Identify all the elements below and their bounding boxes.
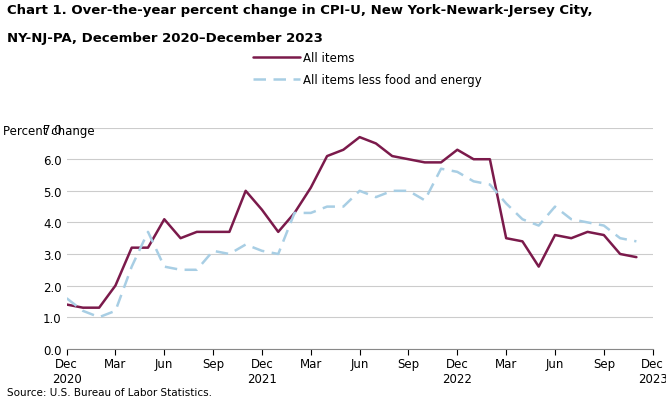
All items [633,255,641,260]
All items [551,233,559,238]
All items less food and energy [583,221,591,225]
All items [535,265,543,269]
All items [356,136,364,140]
All items less food and energy [144,230,152,235]
All items [583,230,591,235]
All items [274,230,282,235]
All items [600,233,608,238]
All items less food and energy [161,265,168,269]
All items less food and energy [274,252,282,257]
All items less food and energy [421,198,429,203]
All items less food and energy [111,309,119,314]
Text: All items less food and energy: All items less food and energy [303,74,482,87]
All items [111,284,119,288]
All items less food and energy [209,249,217,253]
All items less food and energy [258,249,266,253]
All items less food and energy [372,195,380,200]
Line: All items less food and energy: All items less food and energy [67,169,637,317]
All items less food and energy [307,211,315,216]
All items less food and energy [518,217,526,222]
Text: All items: All items [303,52,354,65]
All items [567,236,575,241]
All items [616,252,624,257]
All items less food and energy [225,252,233,257]
All items less food and energy [340,205,348,209]
All items less food and energy [290,211,298,216]
All items [421,160,429,165]
All items less food and energy [616,236,624,241]
All items [242,189,250,194]
All items [340,148,348,153]
All items less food and energy [242,243,250,247]
All items [437,160,445,165]
All items less food and energy [502,202,510,207]
All items less food and energy [79,309,87,314]
All items [502,236,510,241]
All items [144,246,152,251]
All items [372,142,380,146]
All items less food and energy [323,205,331,209]
All items [63,302,71,307]
All items [404,158,412,162]
All items less food and energy [95,315,103,320]
All items [225,230,233,235]
All items [388,154,396,159]
All items less food and energy [388,189,396,194]
All items less food and energy [633,239,641,244]
All items [176,236,184,241]
All items [209,230,217,235]
All items [290,211,298,216]
All items [95,306,103,310]
Text: Chart 1. Over-the-year percent change in CPI-U, New York-Newark-Jersey City,: Chart 1. Over-the-year percent change in… [7,4,592,17]
All items less food and energy [128,265,136,269]
All items less food and energy [567,217,575,222]
All items less food and energy [535,224,543,229]
All items [470,158,478,162]
Text: Source: U.S. Bureau of Labor Statistics.: Source: U.S. Bureau of Labor Statistics. [7,387,212,397]
All items less food and energy [437,167,445,172]
All items [323,154,331,159]
All items less food and energy [454,170,462,175]
All items less food and energy [356,189,364,194]
All items [454,148,462,153]
Text: NY-NJ-PA, December 2020–December 2023: NY-NJ-PA, December 2020–December 2023 [7,32,322,45]
All items [518,239,526,244]
Line: All items: All items [67,138,637,308]
All items less food and energy [470,180,478,184]
All items less food and energy [404,189,412,194]
All items [128,246,136,251]
All items less food and energy [600,224,608,229]
All items less food and energy [63,296,71,301]
All items [161,217,168,222]
All items less food and energy [486,182,494,187]
All items less food and energy [193,268,201,273]
All items [307,186,315,190]
All items [79,306,87,310]
All items [486,158,494,162]
All items less food and energy [176,268,184,273]
All items [258,208,266,213]
Text: Percent change: Percent change [3,124,95,137]
All items less food and energy [551,205,559,209]
All items [193,230,201,235]
